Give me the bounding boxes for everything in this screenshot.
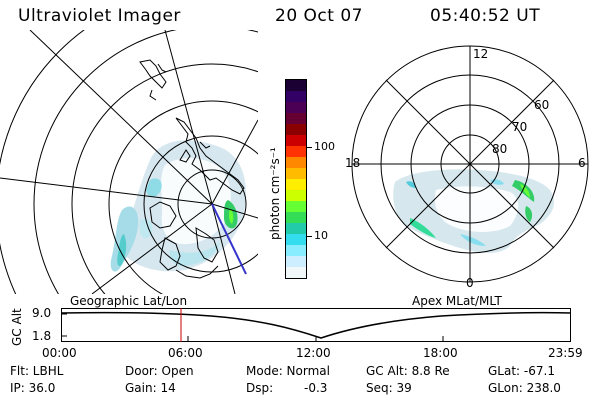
altitude-ylabel: GC Alt xyxy=(10,308,24,346)
colorbar-band xyxy=(286,267,306,278)
colorbar-tick-label-10: 10 xyxy=(314,229,328,242)
status-dsp-value: -0.3 xyxy=(304,381,328,395)
colorbar-band xyxy=(286,80,306,91)
aurora-fill-right xyxy=(393,169,555,253)
altitude-plot xyxy=(60,308,572,342)
left-panel-caption: Geographic Lat/Lon xyxy=(70,294,188,308)
mlt-label-0: 0 xyxy=(466,276,474,290)
colorbar xyxy=(285,79,307,279)
status-glat: GLat: -67.1 xyxy=(488,364,555,378)
colorbar-band xyxy=(286,135,306,146)
status-seq: Seq: 39 xyxy=(366,381,412,395)
colorbar-band xyxy=(286,223,306,234)
mlt-label-6: 6 xyxy=(578,156,586,170)
mlat-label-80: 80 xyxy=(492,142,508,156)
status-ip: IP: 36.0 xyxy=(10,381,56,395)
altitude-xtick-2359: 23:59 xyxy=(548,346,583,360)
mlt-label-18: 18 xyxy=(345,156,361,170)
meridian-lines xyxy=(0,30,258,294)
altitude-curve xyxy=(60,311,572,339)
status-dsp-label: Dsp: xyxy=(246,381,274,395)
altitude-ytick-1-8: 1.8 xyxy=(32,329,52,343)
altitude-xtick-0000: 00:00 xyxy=(42,346,77,360)
colorbar-band xyxy=(286,256,306,267)
colorbar-tick-10 xyxy=(306,236,312,237)
colorbar-band xyxy=(286,91,306,102)
latitude-circles xyxy=(0,30,258,294)
altitude-xtick-1800: 18:00 xyxy=(423,346,458,360)
colorbar-band xyxy=(286,190,306,201)
colorbar-unit-label: photon cm⁻²s⁻¹ xyxy=(268,147,282,240)
mlt-polar-plot xyxy=(351,45,589,283)
colorbar-band xyxy=(286,146,306,157)
colorbar-band xyxy=(286,201,306,212)
altitude-xtick-1200: 12:00 xyxy=(296,346,331,360)
status-filter: Flt: LBHL xyxy=(10,364,64,378)
status-door: Door: Open xyxy=(125,364,194,378)
status-mode: Mode: Normal xyxy=(246,364,330,378)
colorbar-band xyxy=(286,234,306,245)
colorbar-band xyxy=(286,245,306,256)
colorbar-band xyxy=(286,102,306,113)
status-gain: Gain: 14 xyxy=(125,381,176,395)
altitude-ytick-9: 9.0 xyxy=(32,306,52,320)
mlat-label-70: 70 xyxy=(512,120,528,134)
colorbar-band xyxy=(286,157,306,168)
date-label: 20 Oct 07 xyxy=(275,6,363,26)
mlt-lines xyxy=(352,46,588,282)
colorbar-band xyxy=(286,124,306,135)
coastlines xyxy=(139,59,245,279)
status-glon: GLon: 238.0 xyxy=(488,381,561,395)
altitude-plot-ticks xyxy=(61,313,444,342)
status-gc-alt: GC Alt: 8.8 Re xyxy=(366,364,450,378)
colorbar-tick-label-100: 100 xyxy=(314,140,335,153)
satellite-track xyxy=(211,203,247,275)
altitude-xtick-0600: 06:00 xyxy=(168,346,203,360)
colorbar-band xyxy=(286,212,306,223)
mlt-label-12: 12 xyxy=(473,47,489,61)
right-panel-caption: Apex MLat/MLT xyxy=(412,294,502,308)
colorbar-band xyxy=(286,113,306,124)
colorbar-band xyxy=(286,168,306,179)
colorbar-tick-100 xyxy=(306,147,312,148)
mlat-label-60: 60 xyxy=(534,98,550,112)
colorbar-band xyxy=(286,179,306,190)
geographic-map xyxy=(0,30,258,294)
time-label: 05:40:52 UT xyxy=(430,6,541,26)
instrument-title: Ultraviolet Imager xyxy=(18,6,181,26)
